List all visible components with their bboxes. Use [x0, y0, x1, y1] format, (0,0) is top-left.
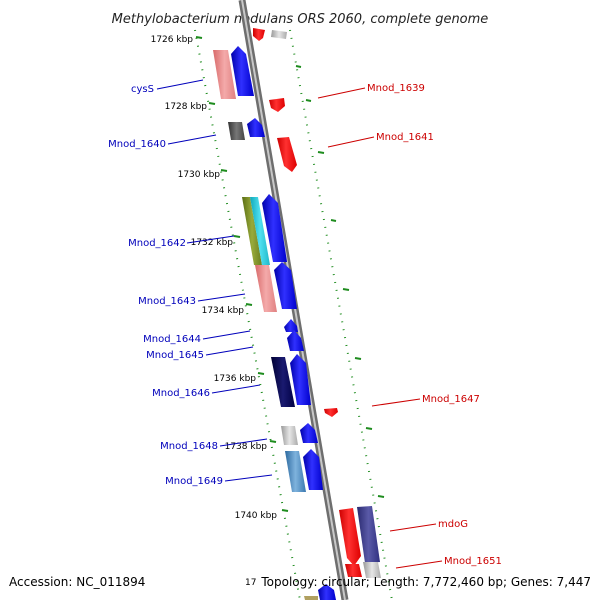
- gene-arrow-reverse: [339, 508, 361, 566]
- reverse-strand-guide: [289, 29, 393, 600]
- gene-arrow-reverse: [269, 98, 285, 112]
- gene-label-mnod-1645[interactable]: Mnod_1645: [146, 350, 204, 361]
- gene-feature-block: [281, 426, 298, 445]
- gene-label-mnod-1639[interactable]: Mnod_1639: [367, 83, 425, 94]
- topology-summary: Topology: circular; Length: 7,772,460 bp…: [260, 575, 591, 589]
- gene-feature-block: [304, 596, 318, 600]
- gene-feature-block: [357, 506, 380, 563]
- gene-feature-block: [363, 562, 381, 578]
- gene-arrow-forward: [290, 354, 311, 405]
- gene-label-mnod-1648[interactable]: Mnod_1648: [160, 441, 218, 452]
- gene-feature-block: [271, 357, 295, 407]
- gene-feature-block: [255, 265, 277, 312]
- gene-arrow-reverse: [277, 137, 297, 172]
- accession-text: Accession: NC_011894: [9, 575, 145, 589]
- gene-feature-block: [228, 122, 245, 140]
- gene-label-mnod-1643[interactable]: Mnod_1643: [138, 296, 196, 307]
- gene-arrow-forward: [274, 262, 297, 309]
- kbp-tick-label: 1730 kbp: [178, 170, 221, 180]
- gene-label-mnod-1651[interactable]: Mnod_1651: [444, 556, 502, 567]
- gene-feature-block: [250, 197, 270, 265]
- gene-arrow-forward: [300, 423, 318, 443]
- gene-label-mnod-1641[interactable]: Mnod_1641: [376, 132, 434, 143]
- forward-strand-guide: [194, 29, 301, 600]
- gene-label-mnod-1644[interactable]: Mnod_1644: [143, 334, 201, 345]
- gene-arrow-forward: [247, 118, 265, 137]
- kbp-tick-label: 1736 kbp: [214, 374, 257, 384]
- gene-label-mnod-1649[interactable]: Mnod_1649: [165, 476, 223, 487]
- kbp-tick-label: 1740 kbp: [235, 511, 278, 521]
- gene-label-mnod-1640[interactable]: Mnod_1640: [108, 139, 166, 150]
- kbp-tick-label: 1734 kbp: [202, 306, 245, 316]
- kbp-tick-label: 1726 kbp: [151, 35, 194, 45]
- gene-arrow-forward: [284, 319, 298, 332]
- map-title: Methylobacterium nodulans ORS 2060, comp…: [112, 12, 489, 27]
- gene-features: [213, 28, 381, 600]
- gene-arrow-forward: [287, 330, 304, 351]
- gene-arrow-forward: [262, 194, 287, 262]
- gene-arrow-forward: [318, 584, 336, 600]
- gene-label-mdoG[interactable]: mdoG: [438, 519, 468, 530]
- gene-feature-block: [242, 197, 262, 265]
- reverse-leader-lines: [317, 87, 443, 569]
- kbp-tick-label-partial: 17: [245, 578, 256, 588]
- gene-feature-block: [285, 451, 306, 492]
- gene-label-mnod-1642[interactable]: Mnod_1642: [128, 238, 186, 249]
- gene-arrow-reverse: [253, 28, 265, 41]
- gene-feature-block: [271, 30, 287, 39]
- kbp-tick-label: 1732 kbp: [191, 238, 234, 248]
- kbp-tick-label: 1738 kbp: [225, 442, 268, 452]
- gene-arrow-forward: [231, 46, 254, 96]
- gene-feature-block: [213, 50, 236, 99]
- gene-label-cysS[interactable]: cysS: [131, 84, 154, 95]
- gene-arrow-reverse: [324, 408, 338, 417]
- forward-leader-lines: [156, 79, 273, 482]
- gene-label-mnod-1647[interactable]: Mnod_1647: [422, 394, 480, 405]
- kbp-tick-label: 1728 kbp: [165, 102, 208, 112]
- gene-feature-block: [345, 564, 362, 577]
- gene-label-mnod-1646[interactable]: Mnod_1646: [152, 388, 210, 399]
- tick-dashes: [195, 36, 385, 512]
- gene-arrow-forward: [303, 449, 323, 490]
